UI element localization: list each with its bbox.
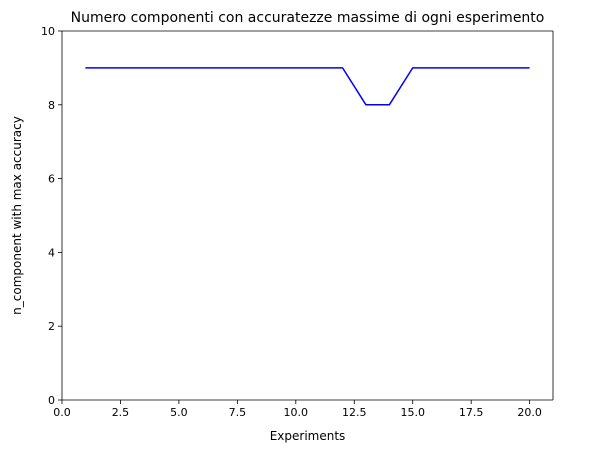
y-axis-ticks: 0 2 4 6 8 10 bbox=[41, 25, 62, 407]
x-axis-label: Experiments bbox=[270, 429, 346, 443]
x-axis-ticks: 0.0 2.5 5.0 7.5 10.0 12.5 15.0 17.5 20.0 bbox=[53, 400, 542, 419]
y-tick-label: 8 bbox=[48, 99, 55, 112]
plot-area bbox=[62, 31, 553, 400]
y-tick-label: 0 bbox=[48, 394, 55, 407]
x-tick-label: 12.5 bbox=[342, 406, 367, 419]
x-tick-label: 20.0 bbox=[517, 406, 542, 419]
chart-title: Numero componenti con accuratezze massim… bbox=[71, 10, 545, 26]
x-tick-label: 0.0 bbox=[53, 406, 71, 419]
y-tick-label: 10 bbox=[41, 25, 55, 38]
y-tick-label: 2 bbox=[48, 320, 55, 333]
x-tick-label: 7.5 bbox=[229, 406, 247, 419]
series-line-1 bbox=[85, 67, 530, 106]
x-tick-label: 15.0 bbox=[400, 406, 425, 419]
y-tick-label: 4 bbox=[48, 246, 55, 259]
x-tick-label: 17.5 bbox=[459, 406, 484, 419]
x-tick-label: 10.0 bbox=[284, 406, 309, 419]
series-layer bbox=[85, 67, 530, 106]
axes-frame bbox=[61, 30, 554, 401]
y-axis-label: n_component with max accuracy bbox=[10, 116, 24, 315]
x-tick-label: 2.5 bbox=[112, 406, 130, 419]
x-tick-label: 5.0 bbox=[170, 406, 188, 419]
y-tick-label: 6 bbox=[48, 173, 55, 186]
